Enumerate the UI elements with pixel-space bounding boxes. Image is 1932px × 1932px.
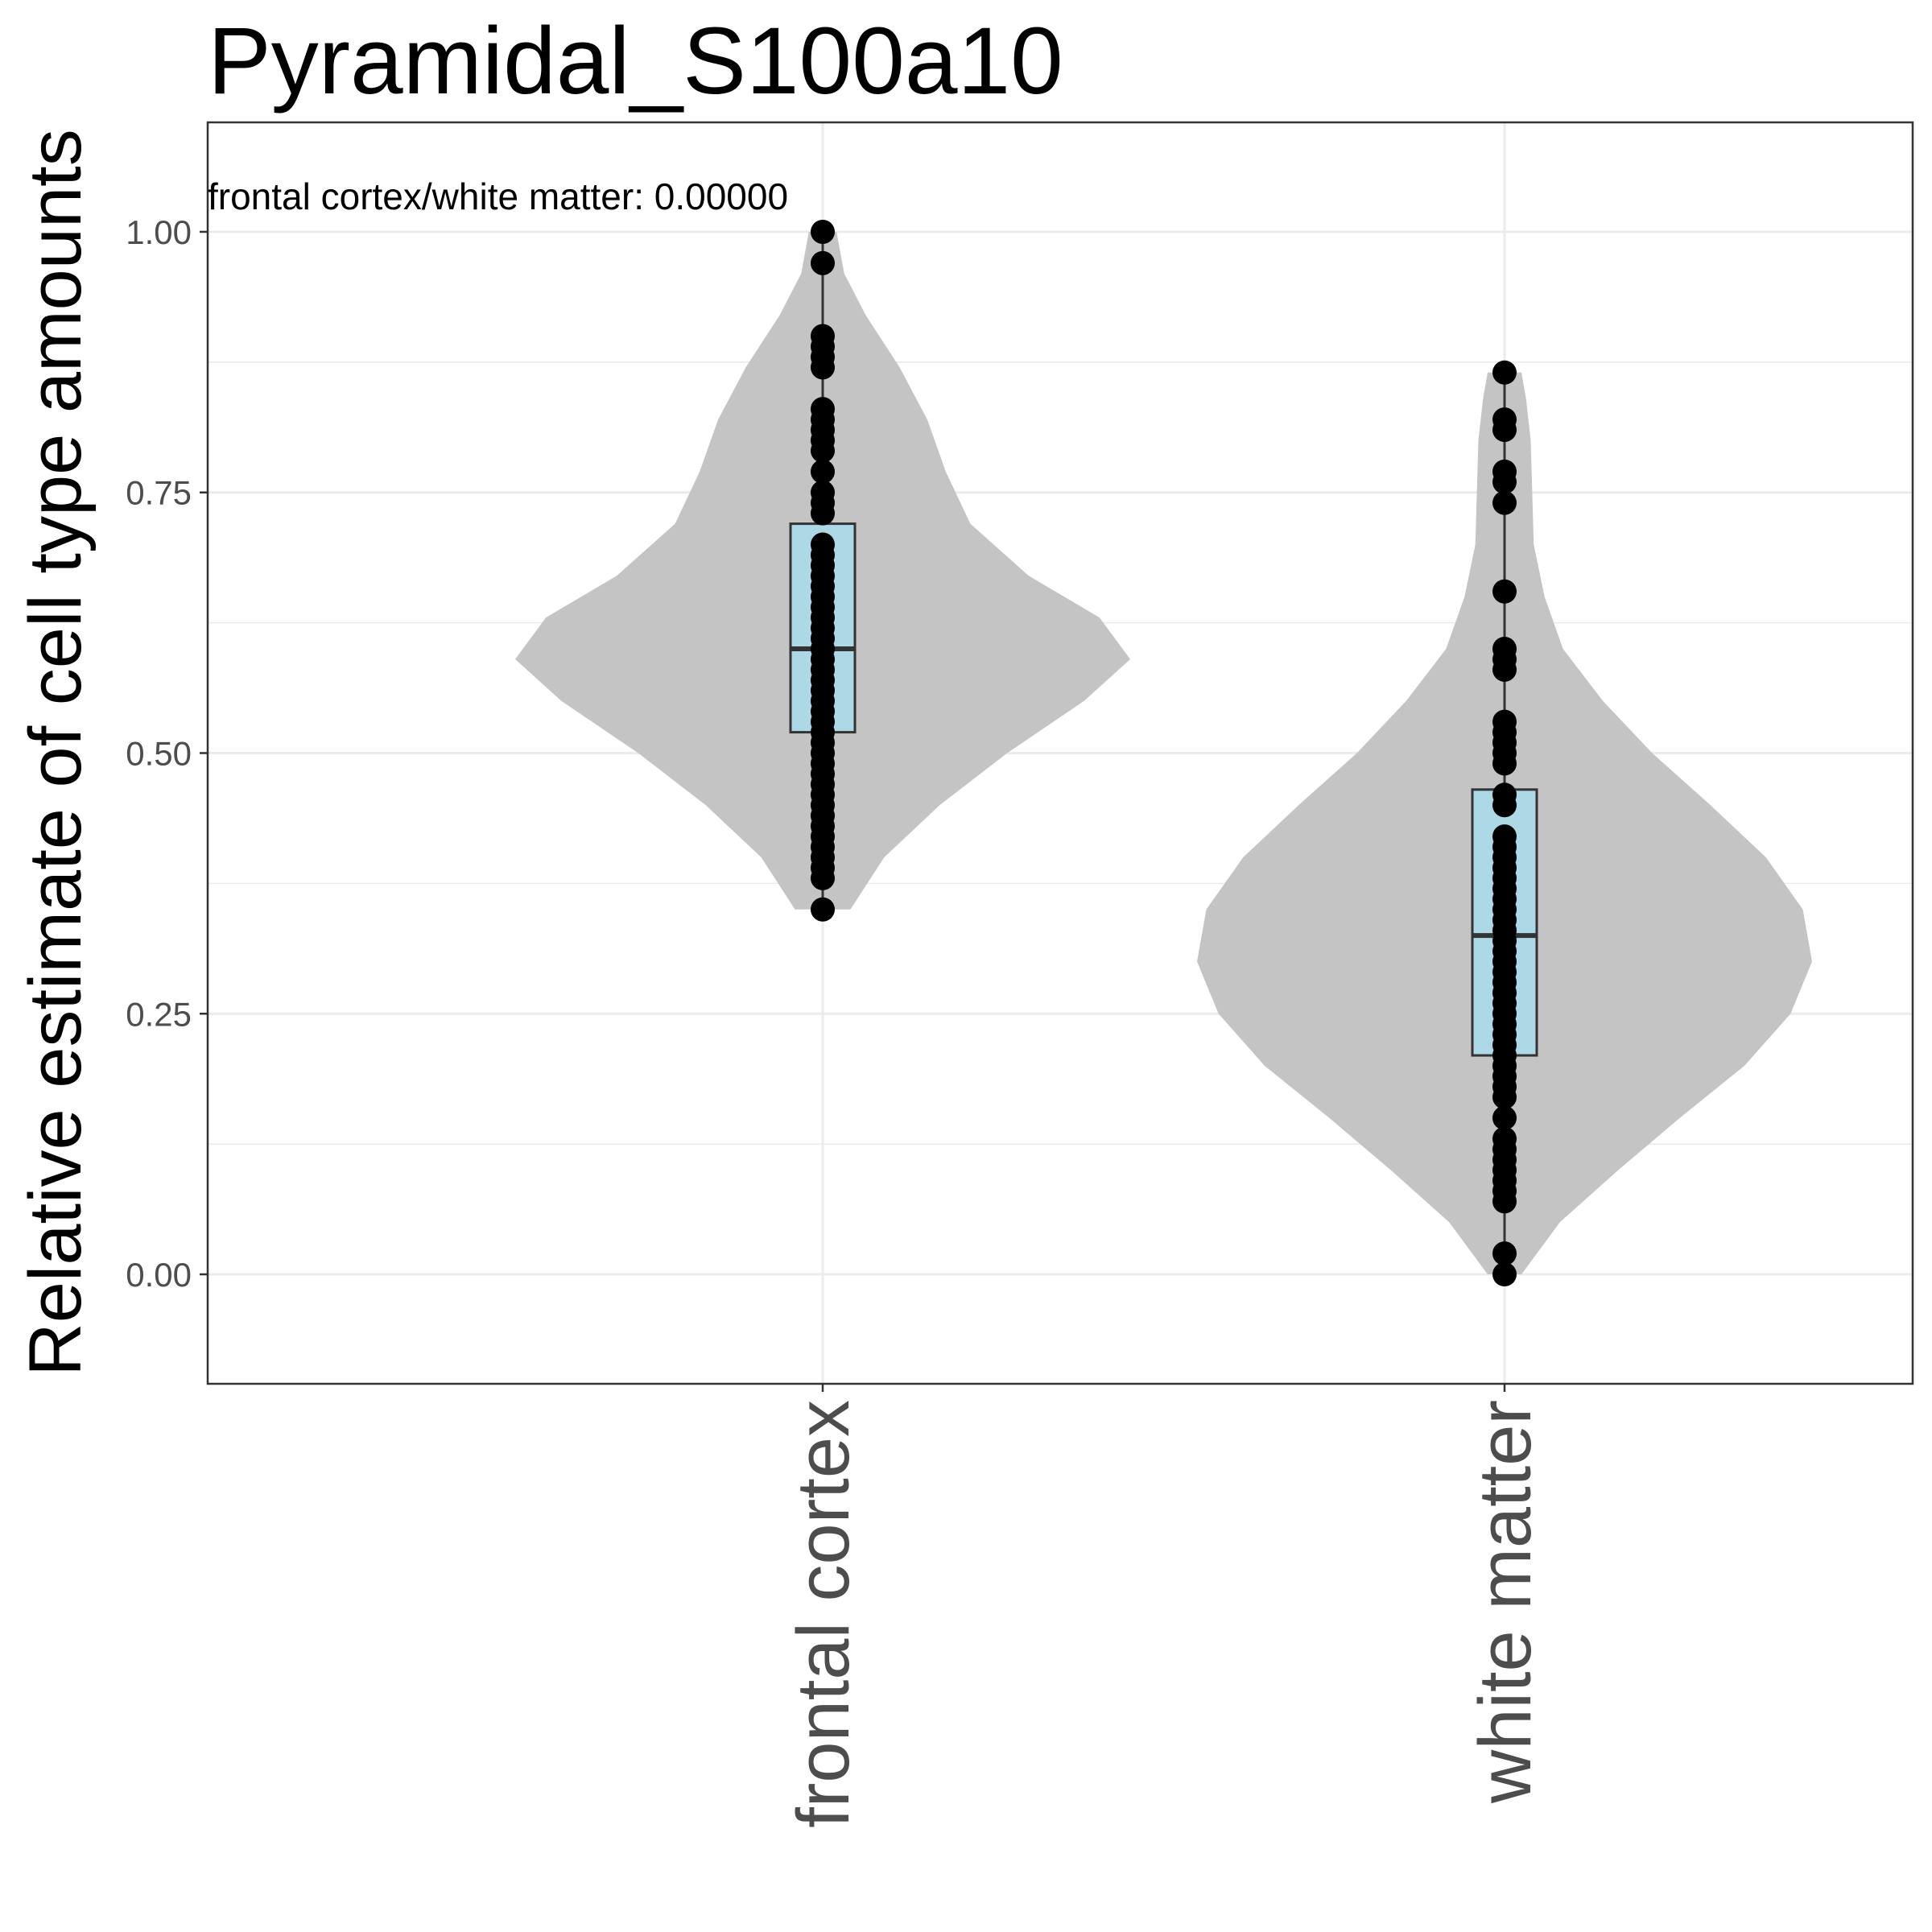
y-tick-label: 0.00 [126, 1256, 192, 1294]
data-point [1492, 1241, 1517, 1266]
data-point [1492, 751, 1517, 776]
x-tick-label: frontal cortex [782, 1400, 865, 1828]
data-point [811, 459, 835, 484]
data-point [811, 501, 835, 526]
y-tick-label: 1.00 [126, 213, 192, 251]
data-points [811, 219, 1517, 1287]
x-axis-ticks: frontal cortex white matter [782, 1384, 1546, 1828]
x-tick-label: white matter [1464, 1400, 1546, 1804]
data-point [811, 438, 835, 463]
y-axis-label: Relative estimate of cell type amounts [14, 129, 97, 1376]
data-point [811, 897, 835, 922]
y-tick-label: 0.50 [126, 735, 192, 773]
y-axis-ticks: 0.00 0.25 0.50 0.75 1.00 [126, 213, 208, 1294]
data-point [1492, 1084, 1517, 1109]
data-point [811, 865, 835, 890]
data-point [1492, 469, 1517, 494]
data-point [1492, 657, 1517, 682]
y-tick-label: 0.75 [126, 474, 192, 512]
data-point [1492, 490, 1517, 515]
data-point [1492, 418, 1517, 443]
data-point [1492, 793, 1517, 818]
data-point [1492, 360, 1517, 385]
data-point [811, 219, 835, 244]
data-point [811, 250, 835, 275]
data-point [1492, 1262, 1517, 1287]
data-point [1492, 579, 1517, 604]
data-point [811, 355, 835, 380]
data-point [1492, 1189, 1517, 1214]
chart-title: Pyramidal_S100a10 [208, 8, 1063, 114]
data-point [1492, 1105, 1517, 1130]
comparison-annotation: frontal cortex/white matter: 0.00000 [208, 175, 788, 217]
y-tick-label: 0.25 [126, 995, 192, 1033]
